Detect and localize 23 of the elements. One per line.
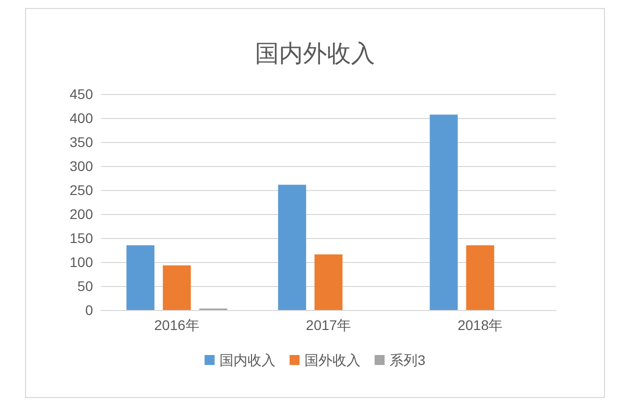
- x-tick-label: 2016年: [154, 317, 200, 333]
- bar: [162, 265, 191, 310]
- legend-label: 国外收入: [304, 352, 361, 368]
- y-tick-label: 200: [70, 206, 94, 222]
- x-tick-label: 2018年: [458, 317, 503, 333]
- bar: [126, 245, 154, 310]
- y-tick-label: 100: [70, 254, 94, 270]
- y-tick-label: 150: [70, 230, 94, 246]
- bar: [430, 114, 458, 310]
- y-tick-label: 250: [70, 182, 94, 198]
- y-tick-label: 350: [70, 134, 94, 150]
- y-tick-label: 300: [70, 158, 94, 174]
- legend-label: 国内收入: [220, 352, 276, 368]
- y-tick-label: 400: [70, 110, 94, 126]
- bar: [466, 245, 494, 310]
- chart-title: 国内外收入: [255, 40, 375, 68]
- y-tick-label: 450: [70, 86, 94, 102]
- x-tick-label: 2017年: [306, 317, 352, 333]
- bar: [278, 184, 306, 310]
- bar: [314, 254, 342, 310]
- legend-label: 系列3: [390, 352, 426, 368]
- y-tick-label: 0: [85, 302, 94, 318]
- y-tick-label: 50: [77, 278, 94, 294]
